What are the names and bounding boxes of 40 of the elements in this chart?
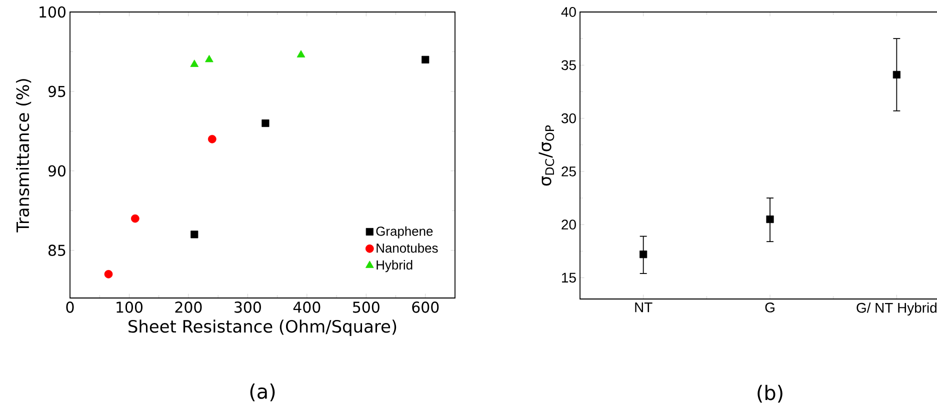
point (892, 70, 900, 78)
y-tick-label: 85 (48, 244, 66, 256)
y-tick-label: 35 (562, 60, 576, 70)
point (296, 50, 306, 58)
point (766, 215, 774, 224)
x-tick-label: NT (635, 302, 652, 312)
point (205, 54, 214, 62)
legend-label: Hybrid (376, 260, 412, 272)
x-tick-label: 0 (66, 302, 74, 313)
point (422, 56, 430, 64)
point (104, 270, 113, 278)
x-tick-label: 300 (234, 302, 261, 313)
x-axis-title: Sheet Resistance (Ohm/Square) (128, 320, 396, 336)
y-tick-label: 100 (40, 6, 66, 18)
x-tick-label: G/ NT Hybrid (856, 302, 936, 316)
point (262, 119, 270, 128)
x-tick-label: 200 (175, 302, 202, 313)
point (640, 250, 648, 258)
y-tick-label: 15 (562, 272, 576, 283)
x-tick-label: 100 (116, 302, 142, 313)
y-tick-label: 30 (562, 113, 576, 124)
text: (a) (250, 384, 275, 402)
y-axis-title: Transmittance (%) (16, 79, 32, 232)
x-tick-label: G (765, 302, 774, 312)
y-tick-label: 90 (48, 165, 66, 177)
y-tick-label: 25 (562, 166, 576, 176)
text: (b) (758, 384, 782, 403)
point (190, 230, 198, 238)
x-tick-label: 500 (353, 302, 380, 313)
point (208, 134, 216, 144)
x-tick-label: 600 (412, 302, 439, 313)
legend-label: Nanotubes (376, 243, 438, 253)
y-tick-label: 40 (561, 7, 576, 17)
legend-label: Graphene (376, 226, 433, 238)
point (190, 60, 199, 67)
y-axis-title: σ$_{DC}$/σ$_{OP}$ (538, 125, 554, 186)
x-tick-label: 400 (293, 302, 320, 313)
y-tick-label: 95 (48, 86, 66, 98)
point (130, 214, 140, 223)
y-tick-label: 20 (562, 220, 576, 230)
